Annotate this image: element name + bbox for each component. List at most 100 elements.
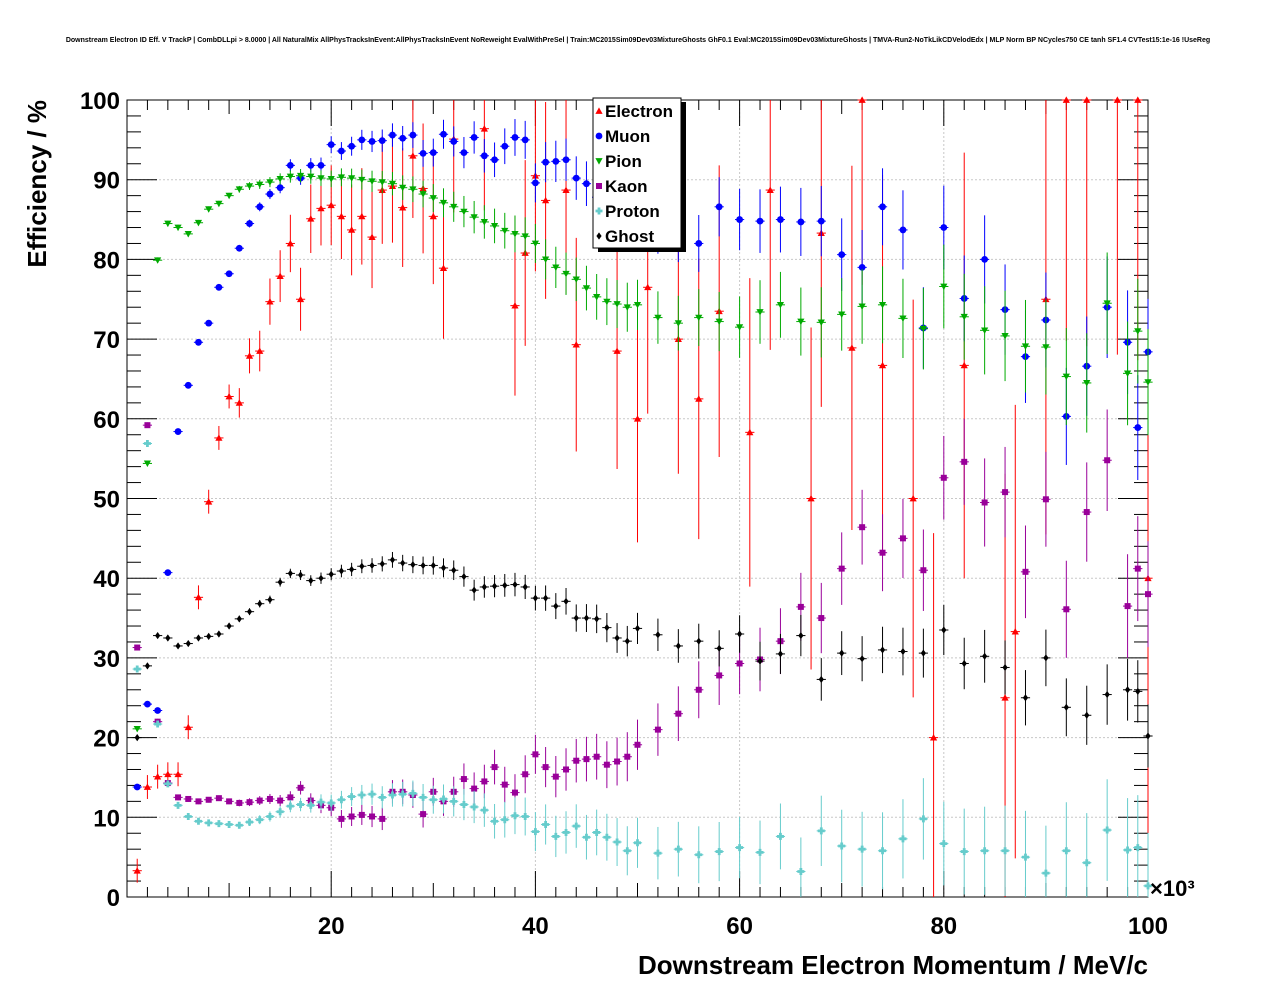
pion-point xyxy=(878,301,887,309)
muon-point xyxy=(858,263,866,271)
ghost-point xyxy=(522,583,528,591)
ghost-point xyxy=(1124,686,1131,694)
muon-point xyxy=(450,138,458,145)
pion-point xyxy=(317,175,325,182)
muon-point xyxy=(532,179,539,187)
muon-point xyxy=(256,203,264,211)
pion-point xyxy=(1021,343,1030,350)
kaon-point xyxy=(338,815,345,822)
ghost-point xyxy=(246,608,253,616)
muon-point xyxy=(940,224,948,231)
electron-point xyxy=(348,226,356,233)
pion-point xyxy=(368,178,376,185)
ghost-point xyxy=(389,556,396,564)
pion-point xyxy=(1123,370,1132,377)
proton-point xyxy=(266,813,274,821)
muon-point xyxy=(235,244,243,252)
pion-point xyxy=(1134,328,1142,335)
pion-point xyxy=(143,460,152,468)
kaon-point xyxy=(1134,565,1141,572)
proton-point xyxy=(419,793,427,801)
electron-point xyxy=(133,867,141,874)
pion-point xyxy=(623,304,631,311)
ghost-point xyxy=(655,631,661,639)
kaon-point xyxy=(654,726,661,733)
pion-point xyxy=(480,219,488,226)
ghost-point xyxy=(634,624,641,633)
pion-point xyxy=(409,186,417,193)
proton-point xyxy=(184,813,192,821)
kaon-point xyxy=(593,753,600,760)
muon-point xyxy=(399,134,407,142)
kaon-point xyxy=(879,549,886,556)
pion-point xyxy=(399,184,407,192)
electron-point xyxy=(746,428,754,436)
proton-point xyxy=(838,842,846,850)
y-tick-label: 50 xyxy=(93,487,120,514)
proton-point xyxy=(531,828,539,836)
electron-point xyxy=(205,498,213,505)
electron-point xyxy=(644,283,652,291)
proton-point xyxy=(348,793,356,801)
kaon-series xyxy=(132,409,1153,831)
proton-point xyxy=(215,820,223,828)
electron-point xyxy=(429,212,437,220)
ghost-point xyxy=(696,637,702,645)
ghost-point xyxy=(961,659,967,668)
proton-point xyxy=(480,806,488,814)
kaon-point xyxy=(195,798,202,805)
kaon-point xyxy=(1002,489,1009,496)
x-axis-title: Downstream Electron Momentum / MeV/c xyxy=(638,950,1148,980)
proton-point xyxy=(429,796,437,804)
electron-point xyxy=(572,341,580,348)
electron-point xyxy=(909,494,917,502)
ghost-point xyxy=(216,630,222,638)
legend-entry-ghost: Ghost xyxy=(596,227,654,246)
muon-point xyxy=(736,216,743,223)
ghost-point xyxy=(583,614,590,622)
kaon-point xyxy=(501,781,508,788)
legend-label-ghost: Ghost xyxy=(605,227,654,246)
y-tick-label: 0 xyxy=(107,885,120,912)
electron-point xyxy=(327,201,335,209)
kaon-point xyxy=(1145,591,1151,598)
proton-point xyxy=(1021,853,1029,861)
ghost-point xyxy=(553,602,559,610)
proton-point xyxy=(736,844,744,852)
muon-point xyxy=(480,152,488,160)
kaon-point xyxy=(583,756,590,763)
ghost-point xyxy=(573,614,579,622)
ghost-point xyxy=(859,655,865,663)
electron-point xyxy=(317,204,325,212)
muon-point xyxy=(317,161,325,169)
pion-point xyxy=(756,309,764,316)
pion-point xyxy=(184,231,192,238)
muon-point xyxy=(266,190,274,198)
muon-point xyxy=(133,783,141,791)
electron-point xyxy=(695,395,703,402)
proton-point xyxy=(368,790,376,798)
pion-point xyxy=(603,298,611,306)
pion-point xyxy=(378,179,386,186)
electron-point xyxy=(184,723,192,731)
kaon-point xyxy=(981,499,988,506)
pion-point xyxy=(511,231,519,238)
pion-point xyxy=(562,270,570,278)
proton-point xyxy=(164,780,172,788)
ghost-point xyxy=(920,649,926,657)
ghost-point xyxy=(257,600,263,608)
kaon-point xyxy=(215,795,222,802)
ghost-point xyxy=(982,652,988,660)
ghost-point xyxy=(277,578,283,586)
legend-entry-pion: Pion xyxy=(595,152,642,171)
ghost-point xyxy=(879,646,886,654)
electron-point xyxy=(307,215,315,222)
electron-point xyxy=(399,203,407,211)
x-multiplier-label: ×10³ xyxy=(1150,876,1195,901)
ghost-point xyxy=(1104,690,1110,699)
muon-point xyxy=(205,319,213,327)
proton-point xyxy=(1124,846,1132,854)
muon-point xyxy=(470,134,478,141)
x-tick-label: 100 xyxy=(1128,913,1168,940)
electron-point xyxy=(766,186,774,193)
